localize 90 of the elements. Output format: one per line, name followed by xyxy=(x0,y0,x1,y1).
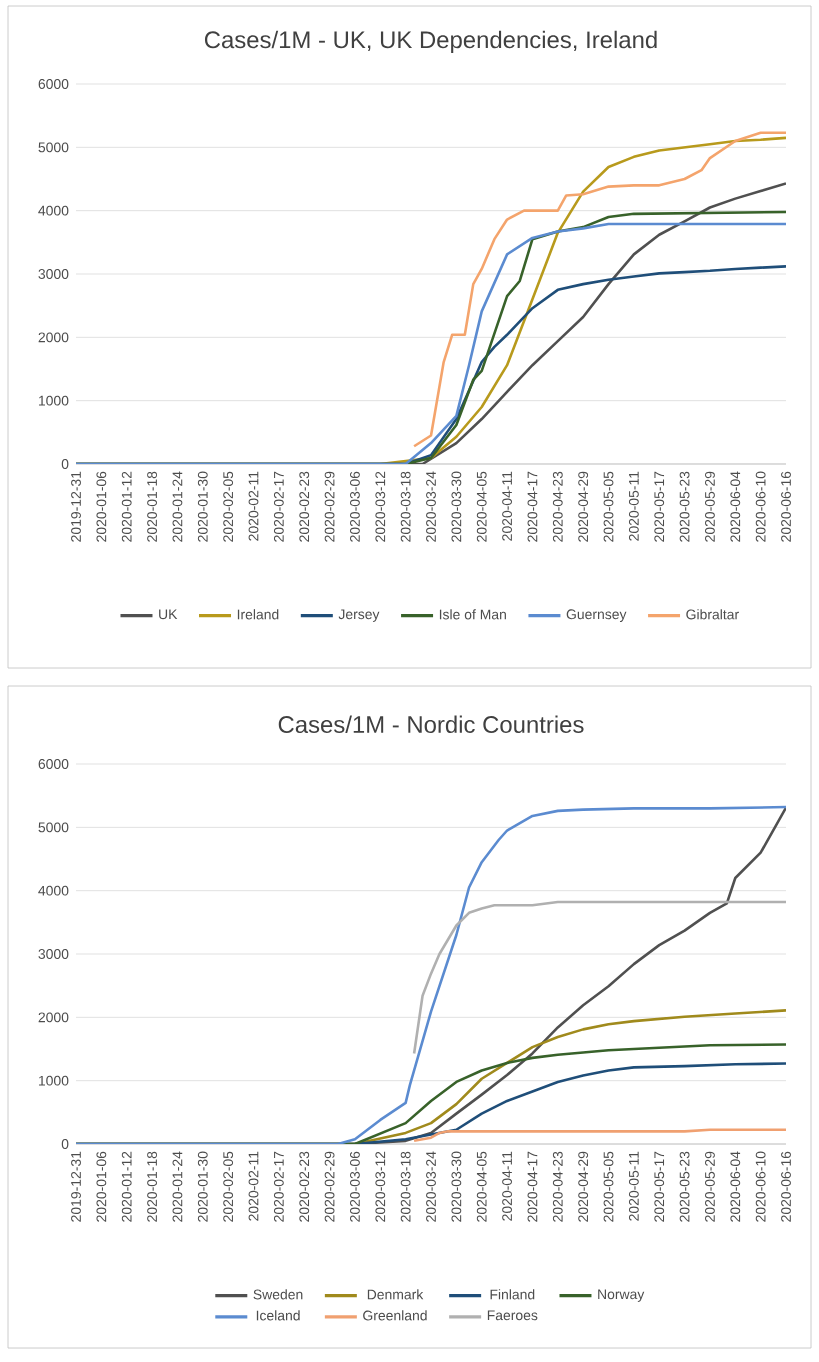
y-tick-label: 3000 xyxy=(38,949,69,959)
x-tick-label: 2020-02-17 xyxy=(273,471,284,542)
x-tick-label: 2020-02-05 xyxy=(223,471,234,542)
x-tick-label: 2020-04-23 xyxy=(552,1151,563,1222)
x-tick-label: 2020-04-29 xyxy=(578,471,589,542)
line-series xyxy=(412,131,787,448)
x-tick-label: 2020-01-06 xyxy=(96,1151,107,1222)
x-tick-label: 2020-06-04 xyxy=(730,471,741,542)
line-series xyxy=(412,1128,787,1143)
x-tick-label: 2020-02-23 xyxy=(299,471,310,542)
legend-label: Denmark xyxy=(367,1289,424,1300)
x-tick-label: 2020-01-12 xyxy=(121,471,132,542)
legend-label: Finland xyxy=(490,1289,535,1300)
x-tick-label: 2020-03-06 xyxy=(350,471,360,542)
x-tick-label: 2020-05-23 xyxy=(679,1151,690,1222)
x-tick-label: 2020-01-18 xyxy=(147,1151,157,1222)
x-tick-label: 2020-01-30 xyxy=(197,1151,208,1222)
x-tick-label: 2020-06-10 xyxy=(755,471,766,542)
x-tick-label: 2020-06-16 xyxy=(781,471,791,542)
x-tick-label: 2020-03-06 xyxy=(350,1151,360,1222)
x-tick-label: 2020-03-18 xyxy=(400,471,411,542)
chart-title: Cases/1M - Nordic Countries xyxy=(278,715,584,733)
x-tick-label: 2020-06-10 xyxy=(755,1151,766,1222)
x-tick-label: 2020-03-24 xyxy=(426,471,436,542)
x-tick-label: 2020-05-17 xyxy=(654,1151,665,1222)
x-tick-label: 2020-04-11 xyxy=(502,1151,512,1221)
x-tick-label: 2020-03-12 xyxy=(375,1151,386,1222)
legend-label: Gibraltar xyxy=(686,609,739,620)
x-tick-label: 2020-05-23 xyxy=(679,471,690,542)
y-tick-label: 1000 xyxy=(38,395,69,406)
x-tick-label: 2020-05-17 xyxy=(654,471,665,542)
x-tick-label: 2020-03-24 xyxy=(426,1151,436,1222)
x-tick-label: 2020-05-29 xyxy=(705,471,715,542)
legend-label: Jersey xyxy=(338,609,380,622)
x-tick-label: 2020-04-11 xyxy=(502,471,513,541)
x-tick-label: 2020-04-29 xyxy=(578,1151,589,1222)
x-tick-label: 2020-01-18 xyxy=(147,471,157,542)
x-tick-label: 2020-03-30 xyxy=(451,1151,462,1222)
y-tick-label: 6000 xyxy=(38,79,69,89)
legend-label: Greenland xyxy=(363,1310,427,1321)
x-tick-label: 2020-03-18 xyxy=(400,1151,411,1222)
y-tick-label: 4000 xyxy=(38,205,69,216)
x-tick-label: 2019-12-31 xyxy=(71,471,81,542)
line-series xyxy=(412,900,787,1055)
legend-label: Guernsey xyxy=(566,609,627,622)
y-tick-label: 6000 xyxy=(38,759,69,769)
x-tick-label: 2020-01-12 xyxy=(121,1151,132,1222)
legend-label: Iceland xyxy=(256,1310,300,1321)
x-tick-label: 2020-04-23 xyxy=(552,471,563,542)
x-tick-label: 2020-05-05 xyxy=(603,471,614,542)
y-tick-label: 1000 xyxy=(38,1075,69,1086)
x-tick-label: 2020-06-16 xyxy=(781,1151,791,1222)
x-tick-label: 2020-01-24 xyxy=(172,1151,183,1222)
y-tick-label: 2000 xyxy=(38,332,69,343)
x-tick-label: 2020-06-04 xyxy=(730,1151,741,1222)
y-tick-label: 2000 xyxy=(38,1012,69,1023)
x-tick-label: 2020-03-12 xyxy=(375,471,386,542)
y-tick-label: 3000 xyxy=(38,269,69,279)
x-tick-label: 2020-05-11 xyxy=(628,471,639,541)
x-tick-label: 2020-05-11 xyxy=(628,1151,639,1221)
x-tick-label: 2020-02-29 xyxy=(324,1151,335,1222)
y-tick-label: 0 xyxy=(61,459,69,469)
x-tick-label: 2020-04-05 xyxy=(476,1151,487,1222)
x-tick-label: 2020-05-29 xyxy=(705,1151,715,1222)
y-tick-label: 0 xyxy=(61,1139,69,1149)
x-tick-label: 2020-02-17 xyxy=(273,1151,284,1222)
y-tick-label: 5000 xyxy=(38,822,69,833)
x-tick-label: 2020-01-30 xyxy=(197,471,208,542)
legend-label: Faeroes xyxy=(487,1310,538,1321)
legend-label: Ireland xyxy=(237,609,279,620)
x-tick-label: 2020-04-17 xyxy=(527,471,538,542)
x-tick-label: 2020-04-17 xyxy=(527,1151,538,1222)
x-tick-label: 2020-04-05 xyxy=(476,471,487,542)
chart-title: Cases/1M - UK, UK Dependencies, Ireland xyxy=(204,30,657,54)
x-tick-label: 2020-02-11 xyxy=(248,1151,259,1221)
x-tick-label: 2020-02-05 xyxy=(223,1151,234,1222)
x-tick-label: 2020-05-05 xyxy=(603,1151,614,1222)
legend-label: UK xyxy=(159,609,178,620)
legend-label: Sweden xyxy=(253,1289,303,1300)
x-tick-label: 2020-02-11 xyxy=(248,471,259,541)
x-tick-label: 2020-02-29 xyxy=(324,471,335,542)
x-tick-label: 2019-12-31 xyxy=(71,1151,81,1222)
y-tick-label: 5000 xyxy=(38,142,69,153)
y-tick-label: 4000 xyxy=(38,885,69,896)
x-tick-label: 2020-03-30 xyxy=(451,471,462,542)
legend-label: Isle of Man xyxy=(439,609,506,620)
x-tick-label: 2020-01-24 xyxy=(172,471,183,542)
x-tick-label: 2020-01-06 xyxy=(96,471,107,542)
x-tick-label: 2020-02-23 xyxy=(299,1151,310,1222)
legend-label: Norway xyxy=(598,1289,645,1302)
